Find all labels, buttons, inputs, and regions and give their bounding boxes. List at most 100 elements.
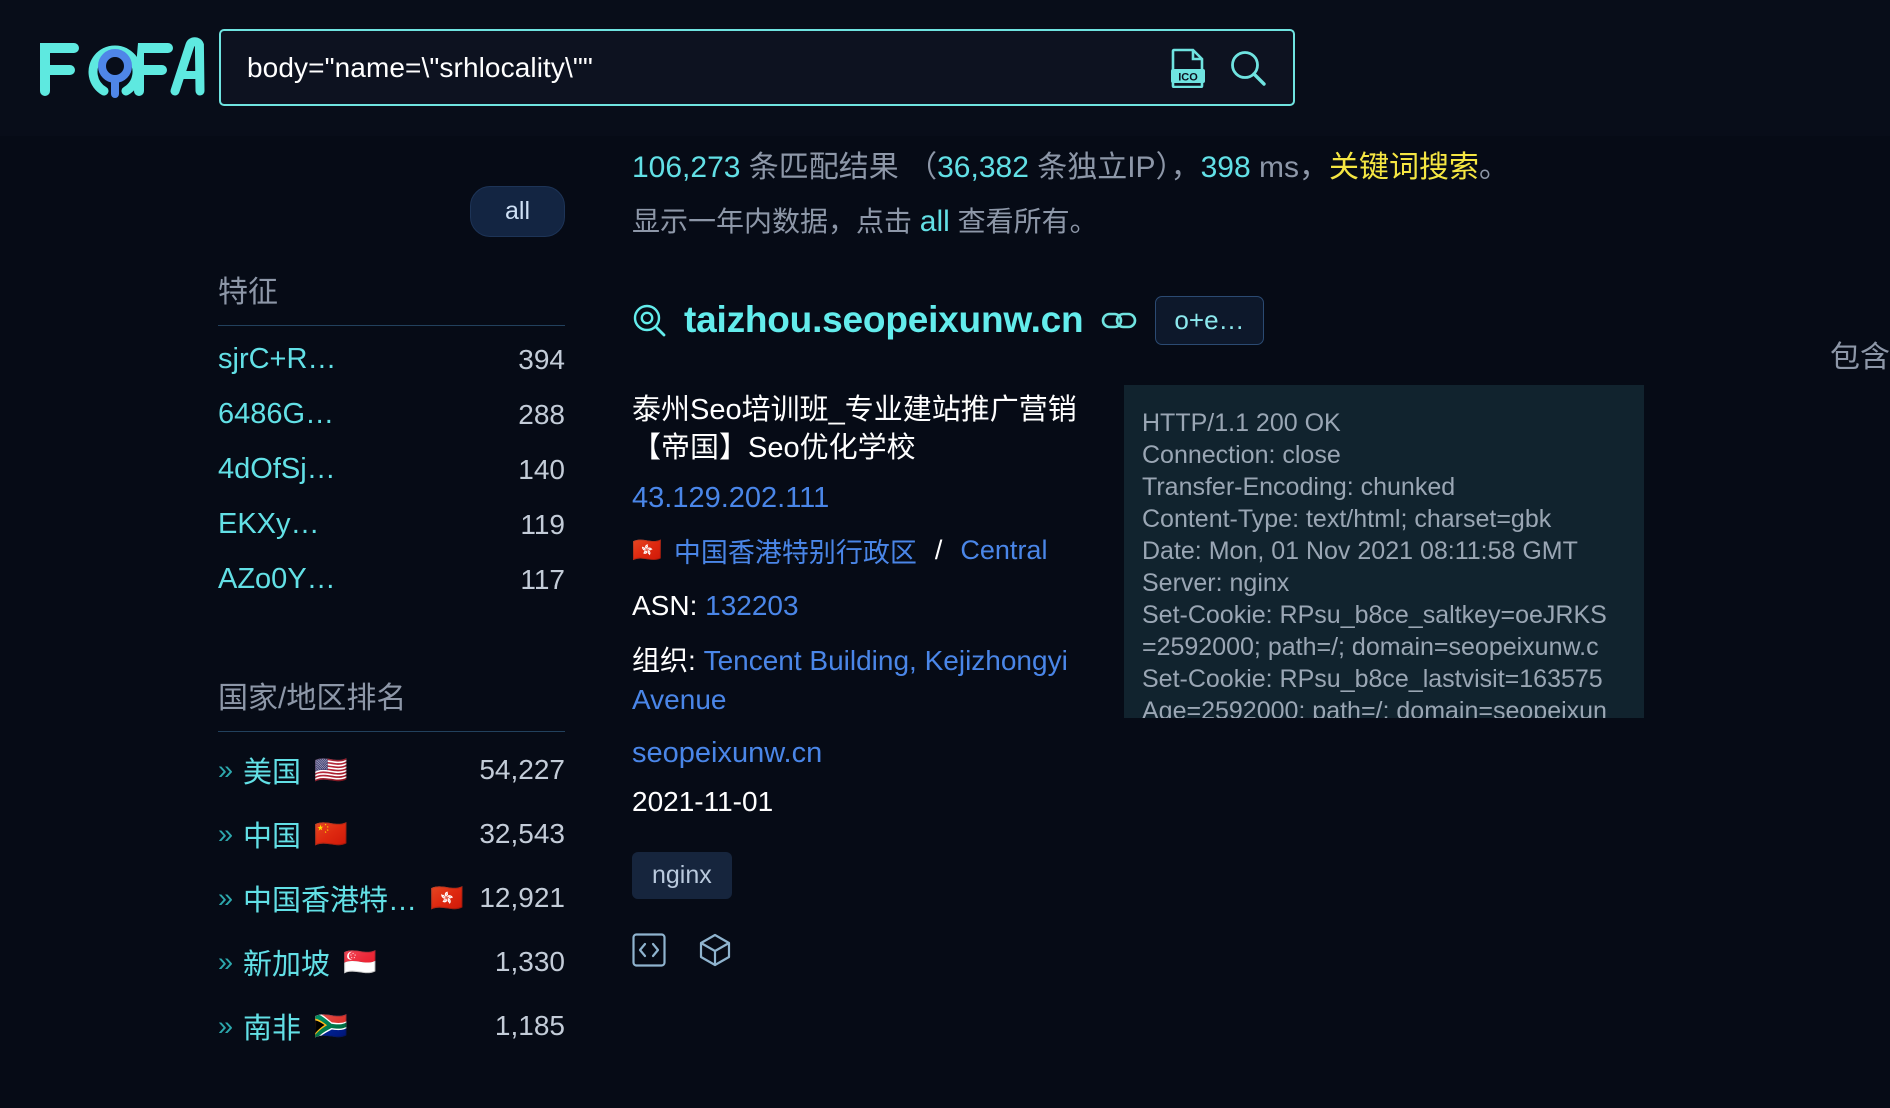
- http-line: Age=2592000; path=/; domain=seopeixun: [1142, 696, 1607, 718]
- results-main: 106,273 条匹配结果 （36,382 条独立IP），398 ms，关键词搜…: [632, 136, 1890, 967]
- result-tags: nginx: [632, 852, 1080, 900]
- sidebar: all 特征 sjrC+R… 394 6486G… 288 4dOfSj… 14…: [0, 136, 600, 1058]
- right-edge-clipped-text: 包含: [1830, 341, 1890, 374]
- result-date: 2021-11-01: [632, 786, 774, 818]
- country-label: 中国香港特…: [243, 885, 418, 917]
- keyword-search-link[interactable]: 关键词搜索: [1328, 151, 1479, 184]
- subline-prefix: 显示一年内数据，点击: [632, 205, 920, 237]
- chevron-right-double-icon: »: [218, 818, 233, 849]
- total-suffix: 条匹配结果 （: [740, 151, 938, 184]
- feature-label: 4dOfSj…: [218, 453, 336, 485]
- http-line: Transfer-Encoding: chunked: [1142, 472, 1456, 501]
- feature-row[interactable]: 6486G… 288: [218, 387, 565, 442]
- time-suffix: ms，: [1250, 151, 1329, 184]
- feature-count: 288: [518, 398, 565, 430]
- cube-icon[interactable]: [698, 933, 732, 967]
- all-filter-button[interactable]: all: [469, 186, 565, 237]
- location-separator: /: [934, 534, 943, 565]
- org-value[interactable]: Tencent Building, Kejizhongyi Avenue: [632, 644, 1068, 715]
- city-link[interactable]: Central: [960, 534, 1048, 565]
- summary-end: 。: [1478, 151, 1509, 184]
- feature-label: AZo0Y…: [218, 563, 336, 595]
- total-count: 106,273: [632, 151, 741, 184]
- country-flag-icon: 🇺🇸: [314, 754, 348, 785]
- country-flag-icon: 🇿🇦: [314, 1010, 348, 1041]
- result-domain-row: taizhou.seopeixunw.cn o+e…: [632, 295, 1890, 345]
- asn-value[interactable]: 132203: [705, 589, 799, 621]
- feature-label: EKXy…: [218, 508, 320, 540]
- http-line: Set-Cookie: RPsu_b8ce_saltkey=oeJRKS: [1142, 600, 1607, 629]
- location-link[interactable]: 中国香港特别行政区: [673, 537, 917, 568]
- feature-row[interactable]: sjrC+R… 394: [218, 332, 565, 387]
- org-row: 组织: Tencent Building, Kejizhongyi Avenue: [632, 641, 1080, 719]
- country-label: 中国: [243, 821, 302, 853]
- app-header: ICO: [0, 0, 1890, 136]
- country-row[interactable]: » 中国香港特… 🇭🇰 12,921: [218, 866, 565, 930]
- server-tag[interactable]: nginx: [632, 852, 732, 900]
- country-row[interactable]: » 新加坡 🇸🇬 1,330: [218, 930, 565, 994]
- search-icon[interactable]: [1229, 49, 1267, 87]
- result-title[interactable]: 泰州Seo培训班_专业建站推广营销【帝国】Seo优化学校: [632, 393, 1077, 465]
- search-bar[interactable]: ICO: [219, 29, 1295, 106]
- search-input[interactable]: [221, 51, 1171, 84]
- result-actions: [632, 933, 1080, 967]
- country-label: 美国: [243, 757, 302, 789]
- fofa-logo-icon: [40, 37, 205, 98]
- feature-row[interactable]: 4dOfSj… 140: [218, 442, 565, 497]
- result-summary: 106,273 条匹配结果 （36,382 条独立IP），398 ms，关键词搜…: [632, 136, 1890, 190]
- query-time: 398: [1200, 151, 1251, 184]
- result-site-link[interactable]: seopeixunw.cn: [632, 737, 823, 770]
- ico-file-icon[interactable]: ICO: [1171, 48, 1205, 88]
- result-ip-link[interactable]: 43.129.202.111: [632, 481, 830, 514]
- svg-text:ICO: ICO: [1178, 71, 1198, 83]
- unique-suffix: 条独立IP），: [1028, 151, 1201, 184]
- features-title: 特征: [218, 276, 278, 309]
- result-domain-link[interactable]: taizhou.seopeixunw.cn: [684, 299, 1084, 340]
- countries-divider: [218, 731, 565, 732]
- asn-row: ASN: 132203: [632, 586, 1080, 625]
- countries-title: 国家/地区排名: [218, 682, 407, 715]
- http-line: HTTP/1.1 200 OK: [1142, 408, 1341, 437]
- http-line: Date: Mon, 01 Nov 2021 08:11:58 GMT: [1142, 536, 1578, 565]
- result-details: 泰州Seo培训班_专业建站推广营销【帝国】Seo优化学校 43.129.202.…: [632, 391, 1080, 968]
- countries-panel: 国家/地区排名 » 美国 🇺🇸 54,227 » 中国 🇨🇳 32,543: [218, 643, 565, 1058]
- unique-ip-count: 36,382: [937, 151, 1029, 184]
- http-line: Content-Type: text/html; charset=gbk: [1142, 504, 1552, 533]
- http-line: Connection: close: [1142, 440, 1341, 469]
- feature-row[interactable]: AZo0Y… 117: [218, 552, 565, 607]
- feature-count: 140: [518, 453, 565, 485]
- http-response-panel[interactable]: HTTP/1.1 200 OK Connection: close Transf…: [1124, 384, 1644, 718]
- features-divider: [218, 325, 565, 326]
- asn-label: ASN:: [632, 589, 706, 621]
- feature-label: sjrC+R…: [218, 343, 337, 375]
- summary-subline: 显示一年内数据，点击 all 查看所有。: [632, 190, 1890, 240]
- all-inline-link[interactable]: all: [919, 204, 950, 238]
- country-count: 54,227: [479, 754, 565, 785]
- feature-row[interactable]: EKXy… 119: [218, 497, 565, 552]
- country-count: 1,330: [494, 946, 565, 977]
- features-panel: 特征 sjrC+R… 394 6486G… 288 4dOfSj… 140 EK…: [218, 237, 565, 607]
- country-label: 南非: [243, 1013, 302, 1045]
- country-count: 12,921: [479, 882, 565, 913]
- subline-suffix: 查看所有。: [949, 205, 1098, 237]
- feature-label: 6486G…: [218, 398, 335, 430]
- result-location-row: 🇭🇰 中国香港特别行政区 / Central: [632, 531, 1080, 570]
- at-search-icon: [633, 304, 666, 337]
- feature-count: 117: [520, 563, 565, 595]
- chain-link-icon[interactable]: [1101, 309, 1137, 331]
- code-brackets-icon[interactable]: [632, 933, 666, 967]
- page-body: all 特征 sjrC+R… 394 6486G… 288 4dOfSj… 14…: [0, 136, 1890, 1108]
- chevron-right-double-icon: »: [218, 754, 233, 785]
- org-label: 组织:: [632, 644, 704, 676]
- country-row[interactable]: » 中国 🇨🇳 32,543: [218, 802, 565, 866]
- country-row[interactable]: » 南非 🇿🇦 1,185: [218, 994, 565, 1058]
- country-row[interactable]: » 美国 🇺🇸 54,227: [218, 738, 565, 802]
- feature-count: 119: [520, 508, 565, 540]
- protocol-badge[interactable]: o+e…: [1155, 295, 1264, 345]
- location-flag-icon: 🇭🇰: [632, 536, 662, 564]
- chevron-right-double-icon: »: [218, 882, 233, 913]
- fofa-logo[interactable]: [34, 31, 218, 105]
- http-line: =2592000; path=/; domain=seopeixunw.c: [1142, 632, 1599, 661]
- country-flag-icon: 🇨🇳: [314, 818, 348, 849]
- chevron-right-double-icon: »: [218, 946, 233, 977]
